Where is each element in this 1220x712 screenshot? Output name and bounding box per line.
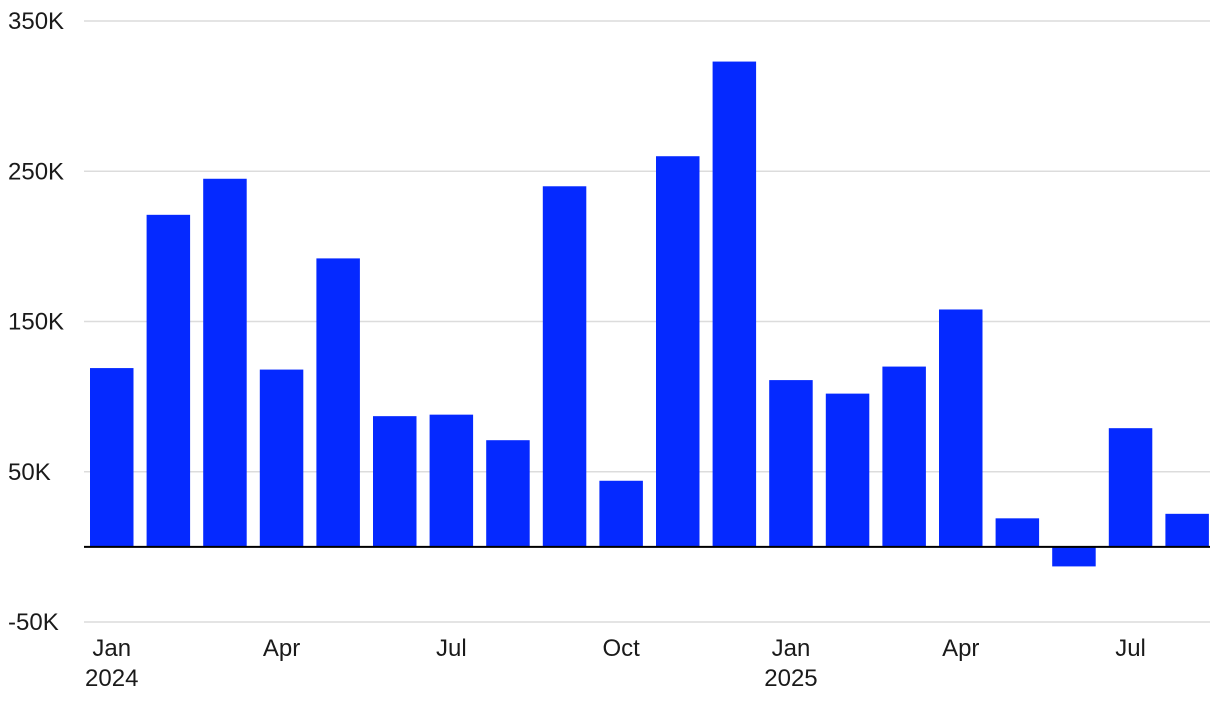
bar-2025-05 <box>995 518 1040 547</box>
y-tick-label-1: 250K <box>8 158 64 185</box>
x-tick-label-1: Apr <box>263 635 300 662</box>
bar-2024-04 <box>259 369 304 547</box>
bar-2025-04 <box>939 309 983 547</box>
bars <box>90 61 1209 567</box>
grid-lines <box>84 20 1210 623</box>
bar-2025-06 <box>1052 546 1096 567</box>
x-tick-label-5: Apr <box>942 635 979 662</box>
x-tick-year-0: 2024 <box>85 665 138 692</box>
y-tick-label-0: 350K <box>8 8 64 35</box>
bar-2024-12 <box>712 61 757 547</box>
x-tick-label-4: Jan <box>772 635 811 662</box>
x-axis-tick-labels: Jan 2024 Apr Jul Oct Jan 2025 Apr Jul <box>85 635 1146 692</box>
bar-2025-01 <box>769 380 813 547</box>
y-tick-label-3: 50K <box>8 459 51 486</box>
bar-2025-07 <box>1108 428 1153 547</box>
bar-2025-03 <box>882 366 926 547</box>
bar-2024-06 <box>373 416 417 547</box>
bar-2024-10 <box>599 480 643 547</box>
bar-2025-02 <box>825 393 870 547</box>
x-tick-label-2: Jul <box>436 635 467 662</box>
bar-2024-07 <box>429 414 474 547</box>
x-tick-label-6: Jul <box>1115 635 1146 662</box>
bar-2024-05 <box>316 258 360 547</box>
y-tick-label-2: 150K <box>8 309 64 336</box>
y-axis-tick-labels: 350K 250K 150K 50K -50K <box>8 8 64 636</box>
bar-2024-09 <box>542 186 587 547</box>
y-tick-label-4: -50K <box>8 609 59 636</box>
bar-2025-08 <box>1165 513 1209 547</box>
x-tick-year-4: 2025 <box>764 665 817 692</box>
bar-2024-03 <box>203 178 247 547</box>
x-tick-label-0: Jan <box>92 635 131 662</box>
bar-2024-08 <box>486 440 530 547</box>
bar-2024-11 <box>656 156 700 547</box>
x-tick-label-3: Oct <box>602 635 640 662</box>
bar-2024-02 <box>146 214 191 547</box>
bar-2024-01 <box>90 368 134 547</box>
